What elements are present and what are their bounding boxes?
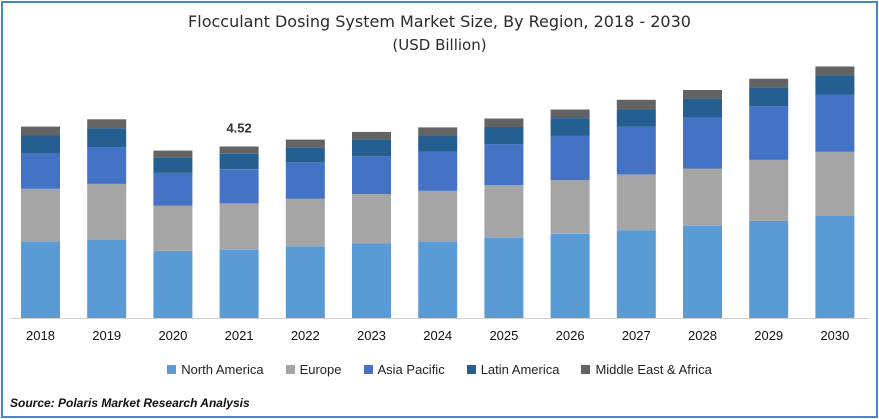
- bar-segment: [153, 157, 193, 173]
- chart-legend: North America Europe Asia Pacific Latin …: [0, 362, 879, 377]
- bar-segment: [550, 109, 590, 118]
- bar-segment: [418, 241, 458, 318]
- x-tick-label: 2028: [688, 328, 717, 343]
- bar-segment: [616, 99, 656, 110]
- bar-segment: [815, 216, 855, 318]
- bar-segment: [285, 139, 325, 148]
- x-tick-label: 2020: [158, 328, 187, 343]
- legend-swatch: [285, 365, 295, 374]
- bar-segment: [219, 203, 259, 250]
- bar-segment: [285, 246, 325, 318]
- bar-segment: [749, 220, 789, 318]
- bar-segment: [683, 117, 722, 169]
- legend-item: Europe: [285, 362, 342, 377]
- bar-segment: [285, 162, 325, 199]
- legend-item: Asia Pacific: [363, 362, 445, 377]
- bar-segment: [683, 225, 722, 318]
- legend-swatch: [363, 365, 373, 374]
- x-tick-label: 2021: [225, 328, 254, 343]
- bar-segment: [219, 153, 259, 170]
- bar-segment: [749, 78, 789, 88]
- chart-subtitle: (USD Billion): [392, 36, 487, 54]
- legend-swatch: [167, 365, 177, 374]
- bar-segment: [749, 87, 789, 107]
- bar-segment: [749, 159, 789, 221]
- x-tick-label: 2019: [92, 328, 121, 343]
- bar-segment: [153, 251, 193, 318]
- bar-segment: [219, 146, 259, 154]
- legend-swatch: [581, 365, 591, 374]
- bar-segment: [484, 185, 524, 238]
- bar-segment: [87, 147, 127, 184]
- bar-segment: [219, 169, 259, 204]
- bar-segment: [219, 249, 259, 318]
- bar-segment: [153, 150, 193, 158]
- bar-segment: [21, 188, 60, 242]
- bar-segment: [550, 180, 590, 234]
- bar-segment: [21, 126, 60, 136]
- bar-segment: [683, 90, 722, 99]
- bar-segment: [87, 239, 127, 318]
- x-tick-label: 2025: [489, 328, 518, 343]
- bar-segment: [21, 241, 60, 318]
- bar-segment: [352, 139, 391, 157]
- x-tick-label: 2030: [820, 328, 849, 343]
- bar-segment: [285, 198, 325, 247]
- bar-segment: [418, 190, 458, 242]
- x-tick-label: 2023: [357, 328, 386, 343]
- bar-segment: [153, 172, 193, 206]
- x-tick-label: 2024: [423, 328, 452, 343]
- bar-segment: [352, 156, 391, 195]
- x-tick-label: 2022: [291, 328, 320, 343]
- bar-segment: [21, 135, 60, 153]
- bar-segment: [683, 98, 722, 118]
- bar-segment: [815, 66, 855, 76]
- bar-segment: [87, 128, 127, 148]
- bar-segment: [87, 183, 127, 240]
- legend-label: Latin America: [480, 362, 560, 377]
- legend-item: Latin America: [466, 362, 560, 377]
- bar-segment: [153, 205, 193, 251]
- bar-segment: [616, 109, 656, 127]
- bar-segment: [418, 127, 458, 136]
- chart-title: Flocculant Dosing System Market Size, By…: [188, 12, 691, 31]
- bar-segment: [616, 174, 656, 231]
- bar-segment: [815, 151, 855, 216]
- bar-segment: [550, 233, 590, 318]
- x-tick-label: 2027: [622, 328, 651, 343]
- x-tick-label: 2029: [754, 328, 783, 343]
- bar-segment: [815, 75, 855, 95]
- legend-label: Asia Pacific: [377, 362, 445, 377]
- bar-segment: [352, 194, 391, 244]
- bar-segment: [616, 126, 656, 175]
- data-label: 4.52: [226, 121, 251, 136]
- bar-segment: [550, 135, 590, 181]
- legend-label: Middle East & Africa: [595, 362, 712, 377]
- bar-segment: [418, 151, 458, 191]
- bar-segment: [87, 119, 127, 129]
- bar-segment: [616, 230, 656, 318]
- legend-swatch: [466, 365, 476, 374]
- bar-segment: [484, 237, 524, 318]
- bar-segment: [285, 147, 325, 163]
- legend-label: Europe: [299, 362, 342, 377]
- legend-label: North America: [181, 362, 264, 377]
- bar-segment: [352, 243, 391, 318]
- bar-segment: [21, 153, 60, 189]
- legend-item: Middle East & Africa: [581, 362, 712, 377]
- x-tick-label: 2026: [556, 328, 585, 343]
- bar-segment: [418, 135, 458, 152]
- bar-segment: [484, 127, 524, 145]
- bar-segment: [749, 106, 789, 160]
- bar-segment: [550, 118, 590, 136]
- source-note: Source: Polaris Market Research Analysis: [10, 396, 250, 410]
- bar-segment: [683, 168, 722, 226]
- bar-segment: [484, 118, 524, 127]
- bar-segment: [484, 144, 524, 186]
- legend-item: North America: [167, 362, 264, 377]
- bar-segment: [815, 94, 855, 152]
- bar-segment: [352, 131, 391, 140]
- x-tick-label: 2018: [26, 328, 55, 343]
